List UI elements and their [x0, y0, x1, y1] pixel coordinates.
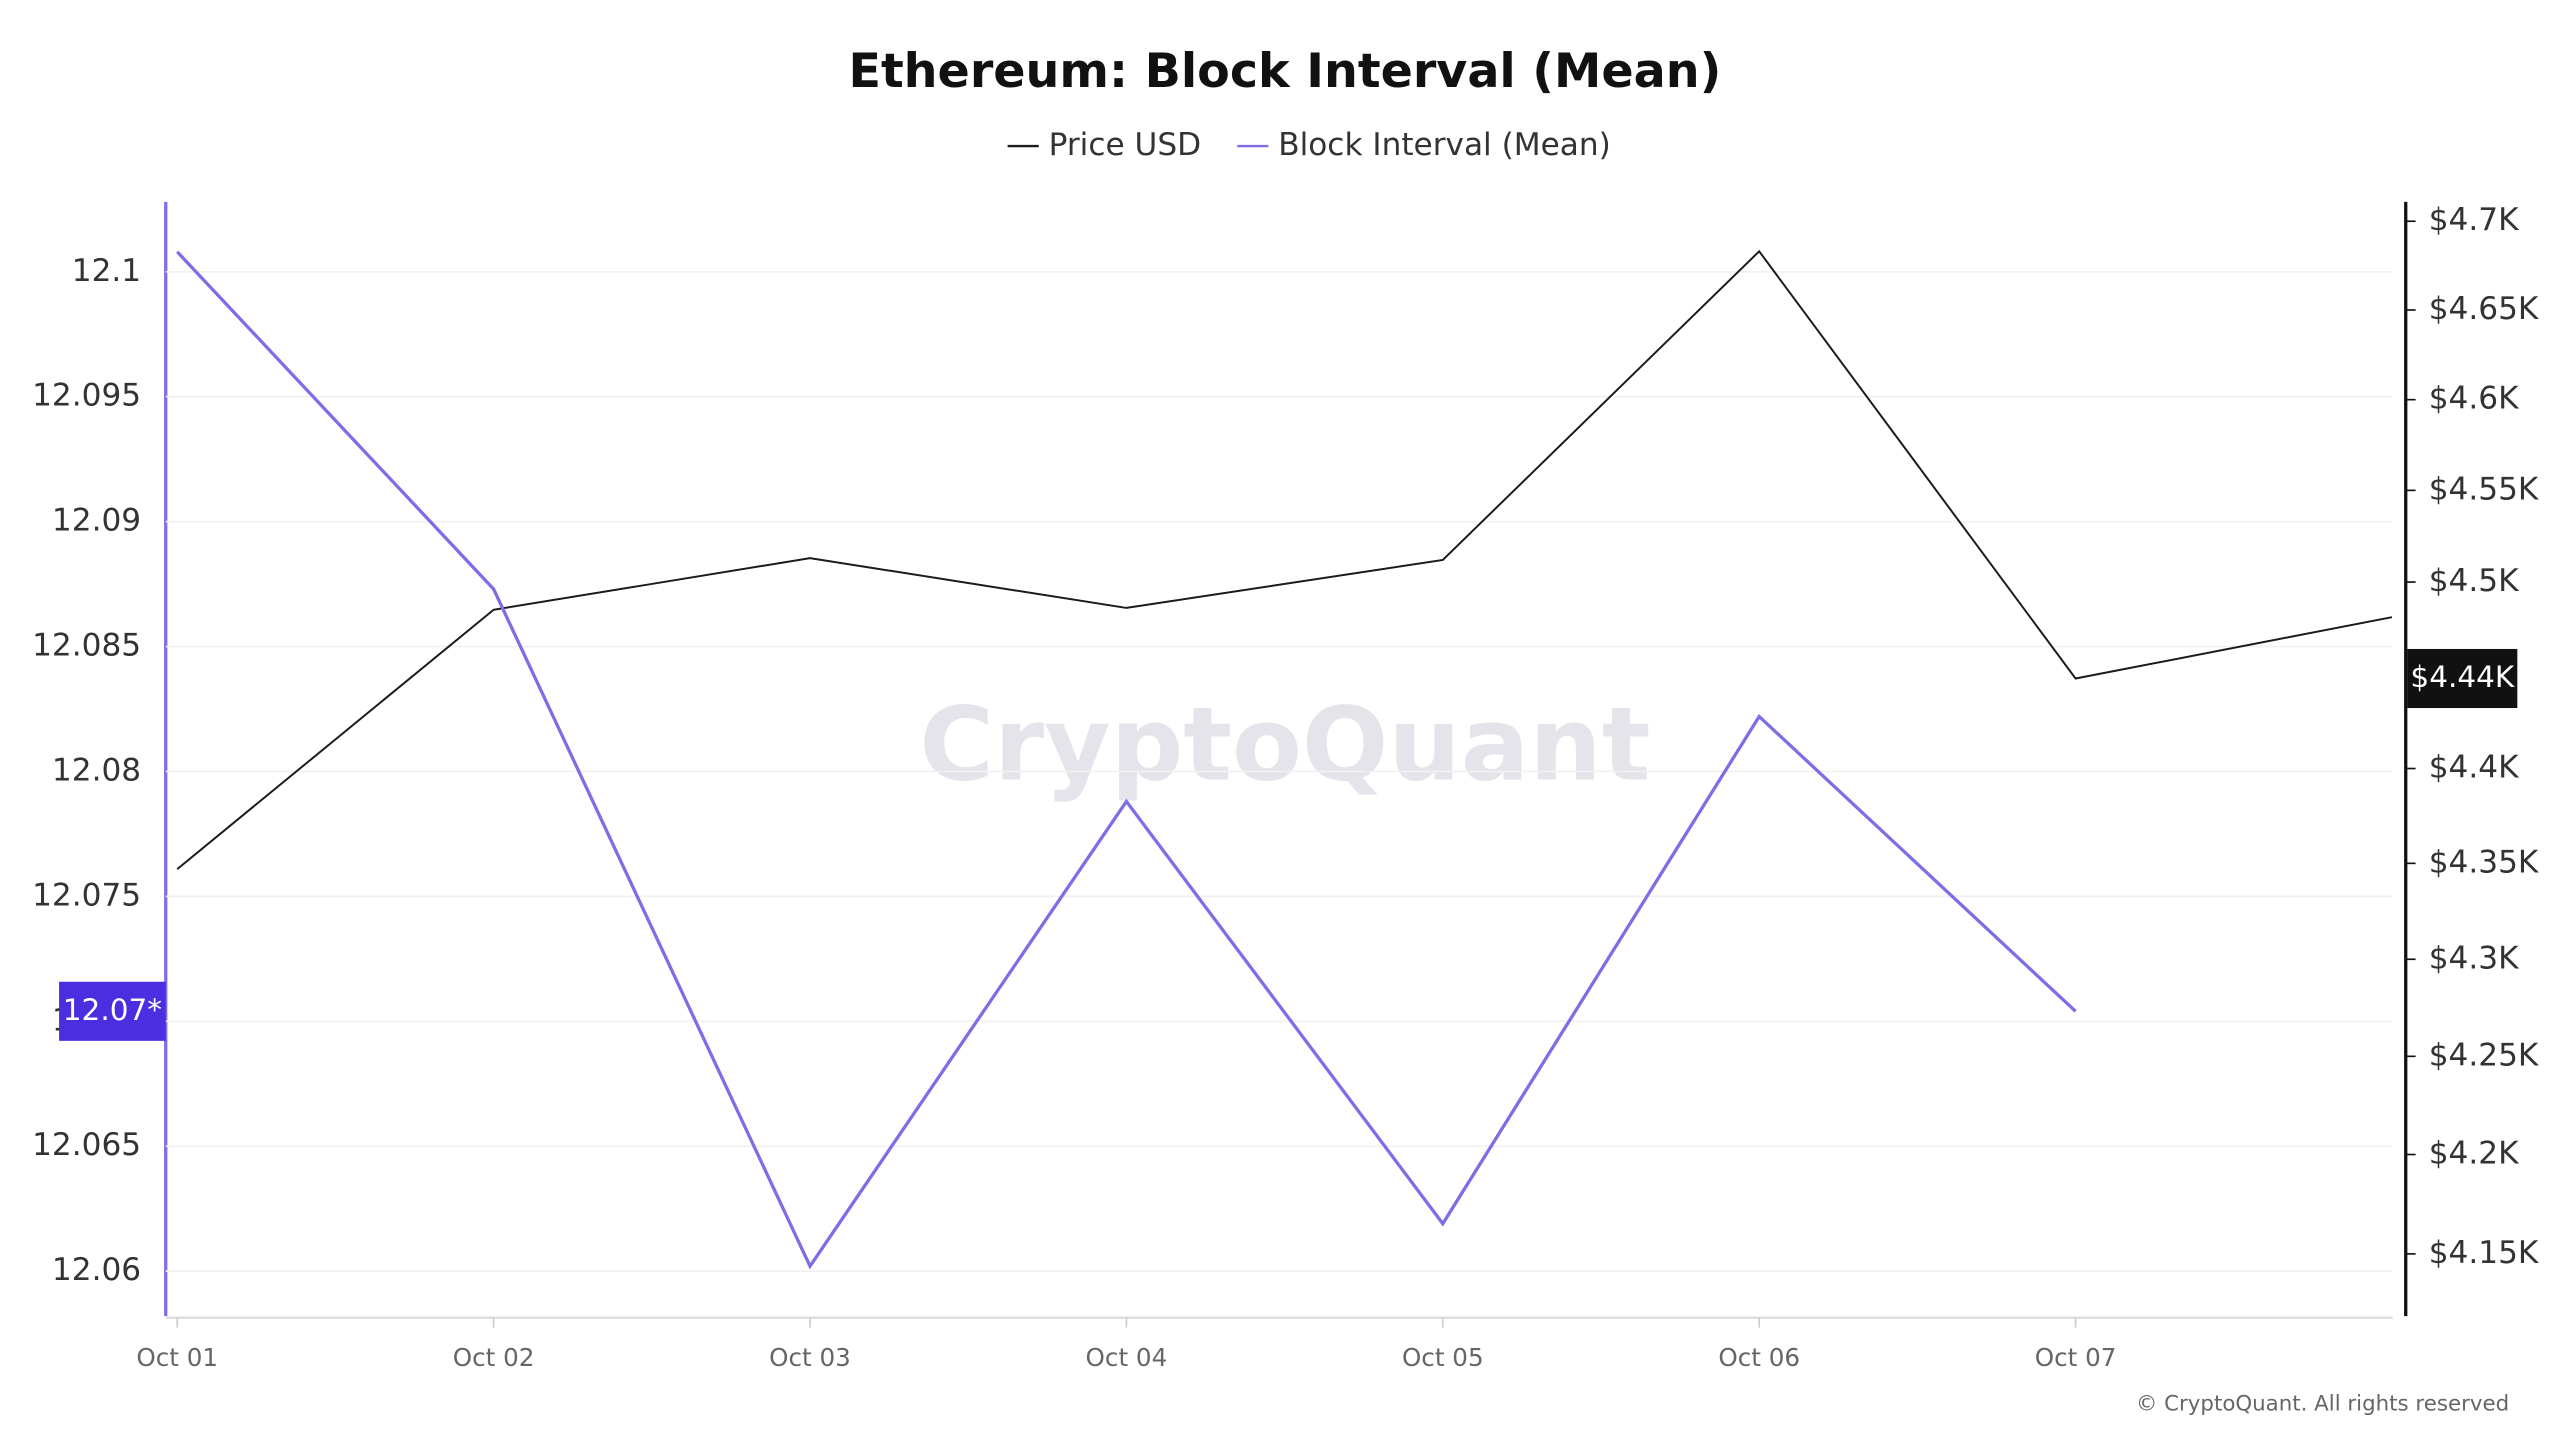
copyright: © CryptoQuant. All rights reserved: [2136, 1392, 2509, 1417]
y-tick-label: 12.095: [32, 378, 141, 414]
legend-label: Block Interval (Mean): [1278, 127, 1611, 163]
x-tick-label: Oct 03: [769, 1343, 851, 1372]
x-tick-label: Oct 04: [1086, 1343, 1168, 1372]
y2-tick-label: $4.5K: [2429, 563, 2520, 599]
series-line: [176, 250, 2077, 1270]
y2-tick-label: $4.2K: [2429, 1136, 2520, 1172]
y2-tick-label: $4.6K: [2429, 381, 2520, 417]
x-tick-label: Oct 02: [453, 1343, 535, 1372]
y2-tick-label: $4.3K: [2429, 940, 2520, 976]
y-tick-label: 12.06: [52, 1252, 141, 1288]
y-tick-label: 12.065: [32, 1127, 141, 1163]
current-value-label: 12.07*: [63, 993, 162, 1027]
y2-tick-label: $4.15K: [2429, 1235, 2540, 1271]
y2-tick-label: $4.55K: [2429, 471, 2540, 507]
y2-tick-label: $4.35K: [2429, 844, 2540, 880]
y-tick-label: 12.1: [72, 253, 141, 289]
y-tick-label: 12.075: [32, 877, 141, 913]
x-tick-label: Oct 05: [1402, 1343, 1484, 1372]
chart-title: Ethereum: Block Interval (Mean): [848, 44, 1721, 99]
y-tick-label: 12.08: [52, 752, 141, 788]
y-tick-label: 12.09: [52, 503, 141, 539]
x-tick-label: Oct 06: [1718, 1343, 1800, 1372]
legend-label: Price USD: [1049, 127, 1201, 163]
series-line: [176, 249, 2393, 870]
current-value-box: [59, 981, 166, 1041]
current-value-label: $4.44K: [2410, 660, 2514, 694]
current-value-box: [2407, 648, 2518, 709]
y2-tick-label: $4.65K: [2429, 291, 2540, 327]
x-tick-label: Oct 07: [2035, 1343, 2117, 1372]
watermark: CryptoQuant: [919, 685, 1650, 803]
y2-tick-label: $4.7K: [2429, 202, 2520, 238]
y2-tick-label: $4.25K: [2429, 1037, 2540, 1073]
x-tick-label: Oct 01: [136, 1343, 218, 1372]
y-tick-label: 12.085: [32, 628, 141, 664]
y2-tick-label: $4.4K: [2429, 750, 2520, 786]
